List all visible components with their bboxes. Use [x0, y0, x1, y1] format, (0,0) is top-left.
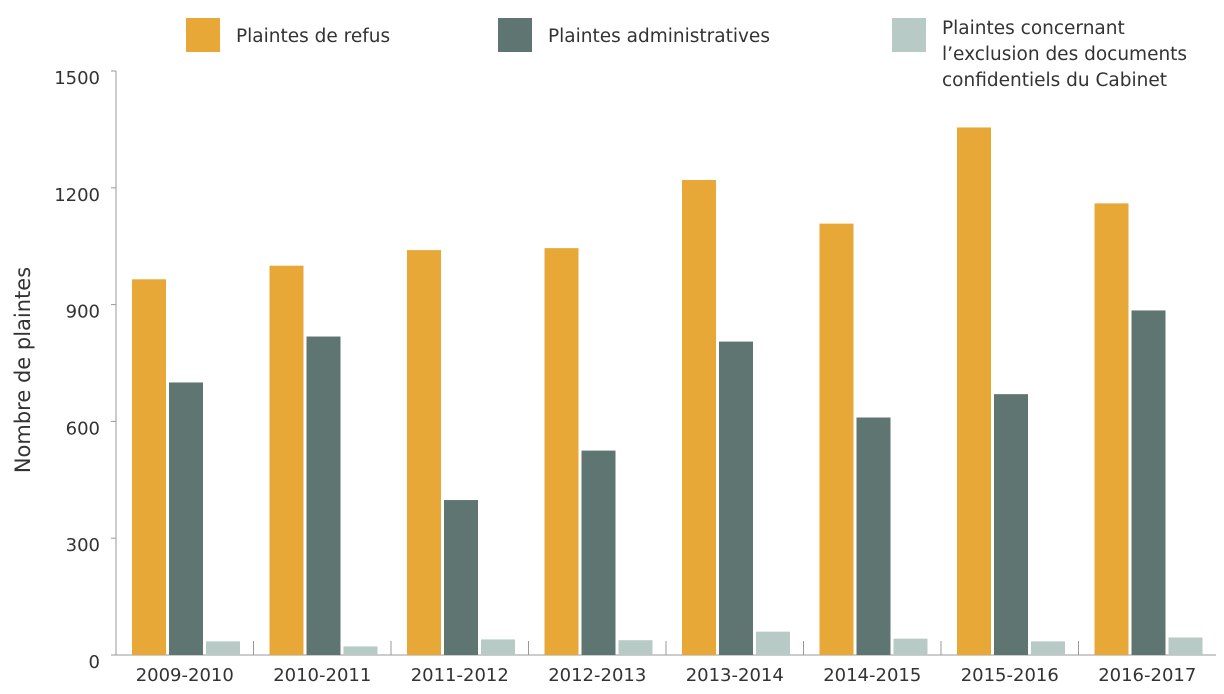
bar-series-3-2010-2011 [343, 646, 378, 655]
legend-label-3-line-1: Plaintes concernant [942, 18, 1125, 39]
bar-series-1-2009-2010 [132, 279, 166, 655]
x-tick-label: 2011-2012 [411, 665, 509, 686]
legend-swatch-2 [498, 18, 532, 52]
bars [132, 127, 1203, 656]
y-tick-label: 300 [66, 535, 100, 556]
legend-swatch-3 [892, 18, 926, 52]
legend: Plaintes de refus Plaintes administrative… [186, 18, 1187, 91]
bar-series-1-2014-2015 [819, 223, 854, 656]
bar-series-2-2013-2014 [719, 341, 753, 655]
bar-series-1-2012-2013 [544, 248, 579, 655]
bar-series-3-2014-2015 [893, 638, 928, 655]
bar-series-3-2013-2014 [756, 631, 790, 655]
bar-series-2-2014-2015 [856, 417, 891, 655]
y-tick-label: 1500 [54, 68, 100, 89]
legend-swatch-1 [186, 18, 220, 52]
y-tick-label: 900 [66, 302, 100, 323]
bar-series-2-2012-2013 [581, 450, 616, 655]
bar-series-2-2009-2010 [169, 382, 203, 655]
bar-series-1-2010-2011 [269, 265, 304, 655]
y-tick-label: 1200 [54, 185, 100, 206]
bar-series-2-2011-2012 [444, 500, 478, 655]
x-tick-label: 2015-2016 [961, 665, 1059, 686]
x-tick-label: 2014-2015 [823, 665, 921, 686]
bar-series-2-2016-2017 [1131, 310, 1166, 655]
bar-series-1-2011-2012 [407, 250, 441, 656]
bar-series-3-2009-2010 [206, 641, 240, 655]
x-tick-label: 2009-2010 [136, 665, 234, 686]
x-tick-label: 2016-2017 [1098, 665, 1196, 686]
y-axis: 0 300 600 900 1200 1500 [54, 68, 117, 673]
x-tick-label: 2012-2013 [548, 665, 646, 686]
x-tick-label: 2010-2011 [273, 665, 371, 686]
bar-series-1-2016-2017 [1094, 203, 1129, 655]
bar-series-3-2016-2017 [1168, 637, 1203, 655]
y-tick-label: 600 [66, 418, 100, 439]
bar-series-2-2015-2016 [994, 394, 1028, 655]
bar-series-1-2013-2014 [682, 180, 716, 655]
y-tick-label: 0 [89, 652, 100, 673]
legend-label-3-line-3: confidentiels du Cabinet [942, 70, 1167, 91]
x-axis: 2009-2010 2010-2011 2011-2012 2012-2013 2013… [116, 641, 1216, 686]
bar-series-1-2015-2016 [957, 127, 991, 656]
legend-label-2: Plaintes administratives [548, 26, 770, 47]
bar-series-2-2010-2011 [306, 336, 341, 655]
bar-series-3-2015-2016 [1031, 641, 1065, 655]
legend-label-3-line-2: l’exclusion des documents [942, 44, 1187, 65]
legend-label-1: Plaintes de refus [236, 26, 390, 47]
bar-series-3-2011-2012 [481, 639, 515, 655]
bar-series-3-2012-2013 [618, 640, 653, 655]
x-tick-label: 2013-2014 [686, 665, 784, 686]
y-axis-title: Nombre de plaintes [11, 267, 35, 473]
